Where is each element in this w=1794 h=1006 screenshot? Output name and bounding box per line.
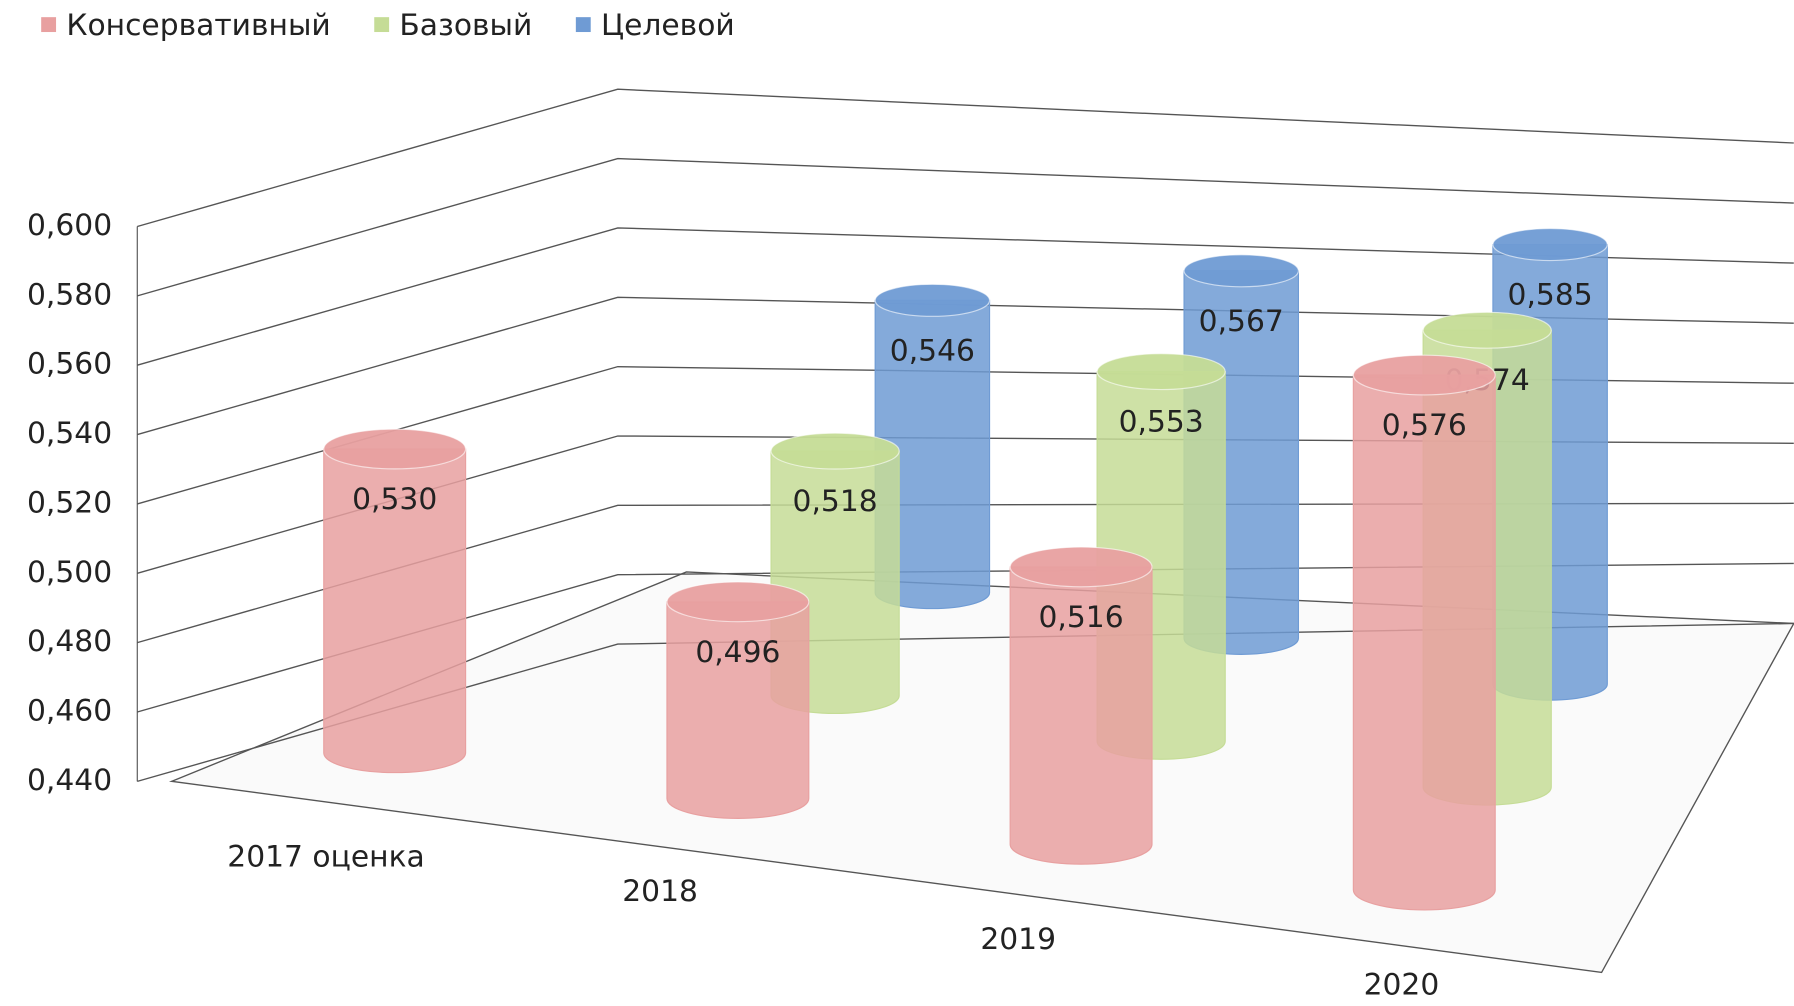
grid-line xyxy=(137,157,1794,297)
y-tick-label: 0,440 xyxy=(27,763,112,798)
cylinder xyxy=(1352,374,1496,911)
y-tick-label: 0,580 xyxy=(27,277,112,312)
cylinder-top xyxy=(1183,254,1300,288)
cylinder xyxy=(323,448,467,774)
data-label: 0,567 xyxy=(1199,304,1284,339)
cylinder-top xyxy=(1352,354,1496,396)
x-tick-label: 2020 xyxy=(1364,968,1440,1003)
data-label: 0,585 xyxy=(1508,278,1593,313)
cylinder-top xyxy=(1422,311,1552,349)
y-tick-label: 0,600 xyxy=(27,208,112,243)
data-label: 0,576 xyxy=(1382,408,1467,443)
x-tick-label: 2018 xyxy=(622,874,698,909)
y-tick-label: 0,540 xyxy=(27,416,112,451)
data-label: 0,553 xyxy=(1119,405,1204,440)
x-tick-label: 2019 xyxy=(980,922,1056,957)
y-tick-label: 0,500 xyxy=(27,555,112,590)
cylinder xyxy=(666,601,810,819)
cylinder-top xyxy=(770,432,900,470)
data-label: 0,496 xyxy=(695,635,780,670)
grid-line xyxy=(137,227,1794,366)
data-label: 0,518 xyxy=(793,484,878,519)
grid-line xyxy=(137,88,1794,228)
y-tick-label: 0,560 xyxy=(27,347,112,382)
cylinder-top xyxy=(1096,353,1226,391)
cylinder-top xyxy=(666,581,810,623)
data-label: 0,546 xyxy=(890,333,975,368)
legend-swatch xyxy=(41,17,57,33)
legend-label: Целевой xyxy=(601,8,735,43)
y-tick-label: 0,520 xyxy=(27,485,112,520)
y-tick-label: 0,460 xyxy=(27,693,112,728)
legend-label: Консервативный xyxy=(66,8,330,43)
x-tick-label: 2017 оценка xyxy=(227,840,424,875)
legend-swatch xyxy=(575,17,591,33)
data-label: 0,516 xyxy=(1039,600,1124,635)
cylinder-top xyxy=(323,428,467,470)
cylinder-top xyxy=(874,283,991,317)
plot: 0,440 0,460 0,480 0,500 0,520 0,540 0,560 0,580… xyxy=(27,8,1794,1003)
cylinder-top xyxy=(1492,227,1608,262)
legend-label: Базовый xyxy=(399,8,532,43)
y-tick-label: 0,480 xyxy=(27,624,112,659)
data-label: 0,530 xyxy=(352,482,437,517)
cylinder-top xyxy=(1009,546,1153,588)
grid-line xyxy=(137,296,1794,436)
cylinder xyxy=(1009,566,1153,865)
legend-swatch xyxy=(374,17,390,33)
